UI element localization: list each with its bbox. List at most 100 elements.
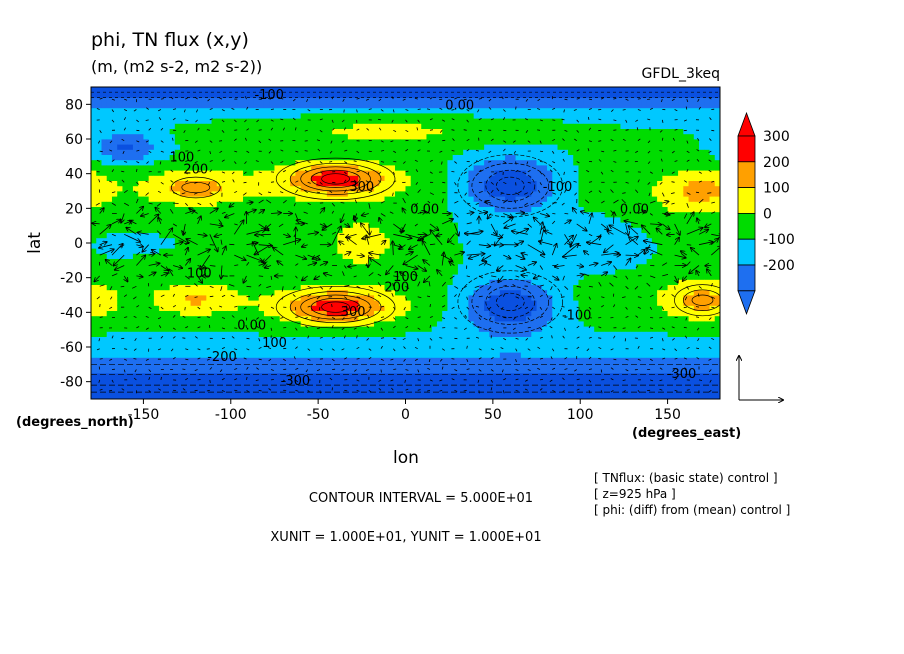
contour-cell (174, 133, 181, 140)
contour-cell (269, 222, 275, 228)
contour-cell (452, 97, 459, 103)
contour-cell (122, 201, 129, 207)
contour-cell (190, 341, 197, 348)
contour-cell (368, 165, 375, 171)
contour-cell (395, 123, 401, 129)
contour-cell (374, 367, 380, 374)
contour-cell (222, 378, 228, 384)
contour-cell (326, 243, 333, 249)
contour-cell (489, 237, 496, 244)
contour-cell (473, 154, 480, 161)
contour-cell (410, 315, 417, 322)
contour-cell (478, 139, 485, 145)
contour-cell (248, 92, 254, 98)
contour-cell (505, 388, 511, 395)
contour-cell (389, 217, 396, 223)
contour-cell (148, 118, 155, 124)
contour-cell (185, 227, 191, 233)
contour-cell (106, 222, 113, 228)
contour-cell (122, 321, 129, 327)
contour-cell (153, 263, 160, 270)
contour-cell (211, 373, 218, 379)
contour-cell (222, 113, 228, 119)
contour-cell (190, 315, 197, 322)
contour-cell (206, 237, 212, 244)
contour-cell (185, 92, 191, 98)
contour-cell (243, 341, 249, 348)
contour-cell (190, 295, 197, 301)
contour-cell (211, 165, 218, 171)
contour-cell (143, 383, 150, 389)
contour-cell (101, 248, 108, 254)
contour-cell (180, 310, 186, 317)
contour-cell (442, 367, 448, 374)
contour-cell (447, 253, 454, 259)
contour-cell (201, 321, 207, 327)
contour-cell (526, 378, 532, 384)
contour-cell (263, 118, 270, 124)
contour-cell (190, 191, 197, 197)
contour-cell (111, 315, 118, 322)
contour-cell (164, 237, 171, 244)
contour-cell (426, 331, 433, 337)
contour-cell (284, 211, 291, 218)
contour-cell (463, 133, 469, 140)
contour-cell (169, 362, 176, 369)
contour-cell (279, 227, 286, 233)
contour-cell (410, 118, 417, 124)
contour-cell (515, 196, 522, 202)
contour-cell (91, 175, 97, 181)
contour-cell (195, 175, 202, 181)
contour-cell (274, 326, 281, 332)
contour-cell (505, 258, 511, 265)
contour-cell (400, 185, 406, 192)
contour-cell (258, 326, 265, 332)
contour-cell (384, 237, 391, 244)
contour-cell (326, 274, 333, 280)
contour-cell (101, 191, 108, 197)
contour-cell (468, 227, 475, 233)
contour-cell (284, 336, 291, 343)
contour-cell (117, 139, 123, 145)
contour-cell (363, 113, 370, 119)
contour-cell (305, 201, 312, 207)
contour-cell (316, 362, 323, 369)
contour-cell (337, 393, 343, 399)
contour-cell (374, 217, 380, 223)
contour-cell (253, 284, 260, 291)
contour-cell (305, 154, 312, 161)
contour-cell (326, 113, 333, 119)
contour-cell (468, 232, 475, 239)
contour-cell (520, 289, 527, 296)
contour-cell (122, 222, 129, 228)
contour-cell (484, 321, 490, 327)
contour-cell (127, 347, 134, 353)
contour-cell (415, 243, 422, 249)
contour-cell (499, 263, 506, 270)
contour-cell (436, 295, 443, 301)
contour-cell (510, 367, 516, 374)
contour-cell (101, 185, 108, 192)
contour-cell (216, 326, 223, 332)
contour-cell (384, 102, 391, 109)
contour-cell (379, 315, 385, 322)
contour-cell (180, 357, 186, 363)
contour-cell (468, 347, 475, 353)
contour-cell (180, 253, 186, 259)
contour-cell (106, 388, 113, 395)
contour-cell (505, 373, 511, 379)
contour-cell (284, 341, 291, 348)
contour-cell (290, 128, 296, 135)
contour-cell (132, 191, 139, 197)
contour-cell (274, 185, 281, 192)
contour-cell (164, 139, 171, 145)
contour-cell (436, 159, 443, 166)
contour-cell (321, 175, 328, 181)
contour-cell (132, 315, 139, 322)
contour-cell (284, 201, 291, 207)
contour-cell (237, 367, 244, 374)
contour-cell (457, 269, 464, 275)
contour-cell (274, 118, 281, 124)
contour-cell (117, 196, 123, 202)
contour-cell (232, 154, 239, 161)
